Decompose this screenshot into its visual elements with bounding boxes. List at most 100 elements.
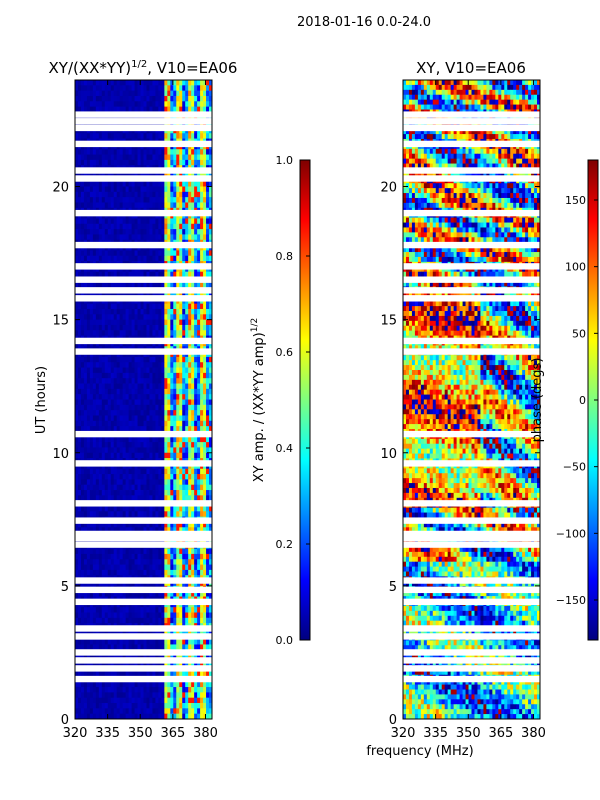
heatmap-cell (92, 223, 97, 230)
heatmap-cell (89, 223, 94, 230)
heatmap-cell (125, 420, 130, 427)
heatmap-cell (125, 319, 130, 326)
heatmap-cell (152, 527, 156, 534)
heatmap-cell (191, 559, 195, 565)
heatmap-cell (161, 80, 165, 86)
heatmap-cell (83, 639, 88, 645)
heatmap-cell (209, 426, 213, 432)
heatmap-cell (194, 511, 198, 518)
heatmap-cell (176, 511, 180, 518)
heatmap-cell (182, 330, 186, 336)
heatmap-cell (80, 378, 85, 384)
heatmap-cell (176, 607, 180, 613)
heatmap-cell (77, 468, 82, 475)
heatmap-cell (98, 617, 103, 624)
heatmap-cell (80, 394, 85, 400)
heatmap-cell (125, 106, 130, 113)
heatmap-cell (170, 308, 174, 315)
heatmap-cell (137, 521, 141, 528)
heatmap-cell (119, 644, 124, 651)
heatmap-cell (107, 442, 112, 448)
heatmap-cell (107, 154, 112, 161)
heatmap-cell (149, 101, 153, 108)
heatmap-cell (173, 426, 177, 432)
heatmap-cell (119, 202, 124, 209)
heatmap-cell (77, 159, 82, 166)
heatmap-cell (158, 372, 162, 379)
heatmap-cell (116, 149, 121, 155)
heatmap-cell (158, 426, 162, 432)
heatmap-cell (83, 319, 88, 326)
heatmap-cell (176, 181, 180, 187)
heatmap-cell (155, 612, 159, 619)
heatmap-cell (125, 308, 130, 315)
heatmap-cell (209, 442, 213, 448)
heatmap-cell (191, 149, 195, 155)
heatmap-cell (152, 447, 156, 454)
heatmap-cell (125, 490, 130, 496)
heatmap-cell (176, 303, 180, 310)
heatmap-cell (107, 394, 112, 400)
heatmap-cell (101, 308, 106, 315)
heatmap-cell (83, 511, 88, 518)
heatmap-cell (179, 394, 183, 400)
heatmap-cell (134, 330, 138, 336)
heatmap-cell (194, 468, 198, 475)
heatmap-cell (206, 80, 210, 86)
heatmap-cell (116, 218, 121, 225)
heatmap-cell (206, 159, 210, 166)
heatmap-cell (137, 223, 141, 230)
heatmap-cell (173, 218, 177, 225)
heatmap-cell (179, 319, 183, 326)
heatmap-cell (191, 468, 195, 475)
heatmap-cell (146, 356, 150, 363)
heatmap-cell (161, 90, 165, 97)
heatmap-cell (152, 548, 156, 555)
heatmap-cell (191, 367, 195, 374)
heatmap-cell (152, 319, 156, 326)
heatmap-cell (170, 527, 174, 534)
heatmap-cell (170, 591, 174, 597)
heatmap-cell (104, 133, 109, 139)
heatmap-cell (152, 607, 156, 613)
heatmap-cell (83, 101, 88, 108)
heatmap-cell (107, 452, 112, 459)
heatmap-cell (188, 442, 192, 448)
heatmap-cell (158, 548, 162, 555)
heatmap-cell (89, 133, 94, 139)
heatmap-cell (143, 191, 147, 198)
heatmap-cell (98, 511, 103, 518)
heatmap-cell (182, 314, 186, 321)
heatmap-cell (83, 383, 88, 390)
heatmap-cell (140, 319, 144, 326)
heatmap-cell (191, 591, 195, 597)
heatmap-cell (134, 90, 138, 97)
heatmap-cell (80, 591, 85, 597)
heatmap-cell (191, 319, 195, 326)
heatmap-cell (158, 452, 162, 459)
heatmap-cell (206, 410, 210, 416)
heatmap-cell (194, 367, 198, 374)
heatmap-cell (188, 394, 192, 400)
heatmap-cell (131, 319, 135, 326)
heatmap-cell (101, 468, 106, 475)
heatmap-cell (143, 490, 147, 496)
heatmap-cell (176, 106, 180, 113)
heatmap-cell (110, 324, 115, 331)
heatmap-cell (113, 223, 118, 230)
heatmap-cell (116, 202, 121, 209)
heatmap-cell (113, 442, 118, 448)
heatmap-cell (113, 399, 118, 406)
heatmap-cell (206, 282, 210, 289)
heatmap-cell (161, 490, 165, 496)
heatmap-cell (152, 484, 156, 491)
heatmap-cell (164, 186, 168, 193)
heatmap-cell (182, 181, 186, 187)
heatmap-cell (179, 553, 183, 560)
heatmap-cell (134, 197, 138, 203)
heatmap-cell (179, 271, 183, 278)
heatmap-cell (110, 404, 115, 411)
heatmap-cell (176, 591, 180, 597)
heatmap-cell (128, 591, 132, 597)
heatmap-cell (134, 133, 138, 139)
